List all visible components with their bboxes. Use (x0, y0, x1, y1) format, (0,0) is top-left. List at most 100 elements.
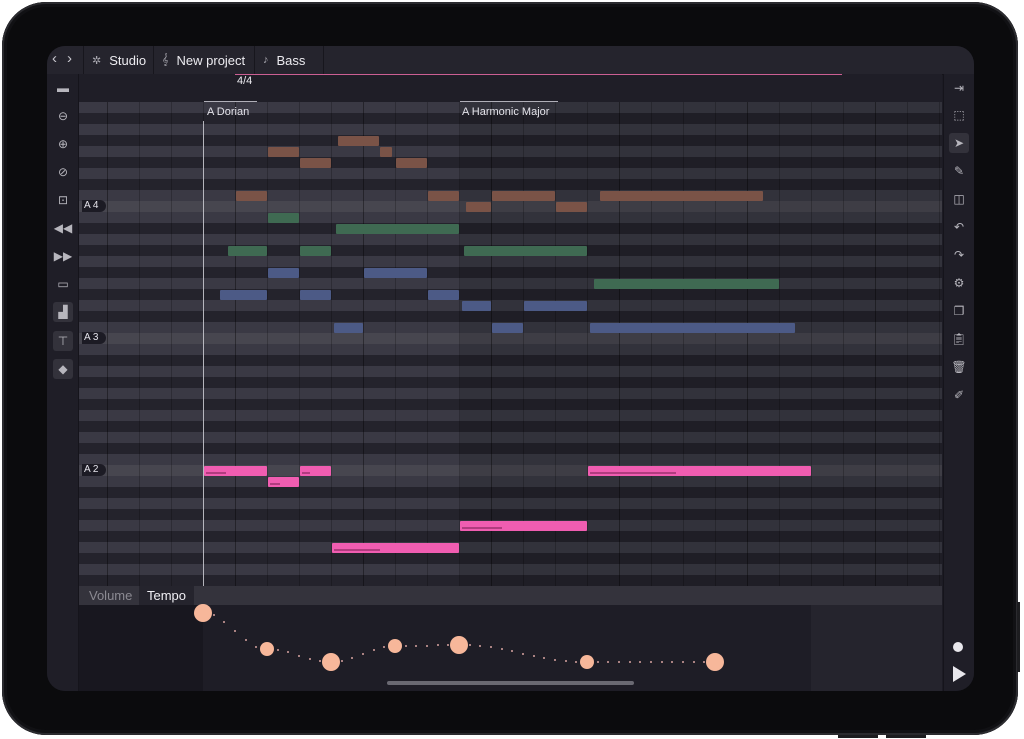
piano-roll-row[interactable] (79, 531, 942, 542)
scale-note[interactable] (364, 268, 427, 278)
piano-roll-row[interactable] (79, 366, 942, 377)
piano-roll-row[interactable] (79, 553, 942, 564)
undo-icon[interactable]: ↶ (953, 220, 965, 234)
scale-note[interactable] (464, 246, 587, 256)
tempo-automation-lane[interactable] (79, 604, 942, 691)
scale-note[interactable] (236, 191, 267, 201)
collapse-panel-icon[interactable]: ⇥ (953, 81, 965, 95)
forward-arrow-icon[interactable]: › (67, 50, 72, 67)
piano-roll-row[interactable] (79, 388, 942, 399)
piano-roll-row[interactable] (79, 421, 942, 432)
scale-note[interactable] (380, 147, 392, 157)
zoom-fit-icon[interactable]: ⊘ (57, 165, 69, 179)
piano-roll-row[interactable] (79, 212, 942, 223)
piano-roll-row[interactable] (79, 542, 942, 553)
tempo-point[interactable] (706, 653, 724, 671)
scale-note[interactable] (338, 136, 379, 146)
scale-note[interactable] (300, 158, 331, 168)
piano-roll-row[interactable] (79, 267, 942, 278)
tempo-point[interactable] (322, 653, 340, 671)
pencil-icon[interactable]: ✎ (953, 164, 965, 178)
piano-roll-row[interactable] (79, 113, 942, 124)
copy-icon[interactable]: ❐ (953, 304, 965, 318)
bass-note[interactable] (268, 477, 299, 487)
piano-roll-row[interactable] (79, 575, 942, 586)
piano-roll-row[interactable] (79, 377, 942, 388)
bar-chart-icon[interactable]: ▟ (53, 302, 73, 322)
piano-roll-row[interactable] (79, 432, 942, 443)
scale-note[interactable] (220, 290, 267, 300)
piano-roll-row[interactable] (79, 102, 942, 113)
piano-roll-row[interactable] (79, 223, 942, 234)
piano-roll-row[interactable] (79, 179, 942, 190)
bass-note[interactable] (300, 466, 331, 476)
piano-roll-row[interactable] (79, 168, 942, 179)
bass-note[interactable] (588, 466, 811, 476)
timeline-ruler[interactable]: 4/4 (79, 74, 942, 103)
scale-note[interactable] (590, 323, 795, 333)
piano-roll-row[interactable] (79, 135, 942, 146)
zoom-out-icon[interactable]: ⊖ (57, 109, 69, 123)
scale-note[interactable] (268, 213, 299, 223)
scale-note[interactable] (594, 279, 779, 289)
scale-note[interactable] (336, 224, 459, 234)
tempo-point[interactable] (450, 636, 468, 654)
scale-note[interactable] (334, 323, 363, 333)
piano-roll-row[interactable] (79, 256, 942, 267)
paste-icon[interactable]: 📋︎ (951, 332, 967, 346)
scale-note[interactable] (492, 323, 523, 333)
zoom-in-icon[interactable]: ⊕ (57, 137, 69, 151)
scale-note[interactable] (228, 246, 267, 256)
scale-note[interactable] (466, 202, 491, 212)
scale-label-harmonic-major[interactable]: A Harmonic Major (462, 106, 550, 118)
piano-roll-row[interactable] (79, 564, 942, 575)
scale-note[interactable] (268, 147, 299, 157)
playhead[interactable] (203, 121, 204, 691)
piano-roll-row[interactable] (79, 355, 942, 366)
bass-note[interactable] (204, 466, 267, 476)
settings-icon[interactable]: ⚙ (953, 276, 965, 290)
play-button[interactable] (947, 659, 971, 689)
scale-note[interactable] (300, 246, 331, 256)
piano-roll-row[interactable] (79, 487, 942, 498)
tempo-point[interactable] (388, 639, 402, 653)
piano-roll-row[interactable] (79, 454, 942, 465)
piano-roll-row[interactable] (79, 146, 942, 157)
piano-roll-row[interactable] (79, 333, 942, 344)
record-button[interactable] (953, 642, 963, 652)
piano-roll-row[interactable] (79, 234, 942, 245)
piano-roll-row[interactable] (79, 509, 942, 520)
scale-note[interactable] (600, 191, 763, 201)
bass-note[interactable] (460, 521, 587, 531)
focus-icon[interactable]: ⊡ (57, 193, 69, 207)
paint-roller-icon[interactable]: ⊤ (53, 331, 73, 351)
breadcrumb-track[interactable]: ♪ Bass (254, 46, 324, 74)
trash-icon[interactable]: 🗑︎ (951, 360, 967, 374)
scale-note[interactable] (300, 290, 331, 300)
back-arrow-icon[interactable]: ‹ (52, 50, 57, 67)
panel-icon[interactable]: ▭ (57, 277, 69, 291)
tab-volume[interactable]: Volume (89, 588, 133, 603)
piano-roll-row[interactable] (79, 410, 942, 421)
piano-roll-row[interactable] (79, 443, 942, 454)
layout-icon[interactable]: ▬ (57, 81, 69, 95)
piano-roll-row[interactable] (79, 476, 942, 487)
piano-roll-row[interactable] (79, 399, 942, 410)
piano-roll-row[interactable] (79, 465, 942, 476)
tab-tempo[interactable]: Tempo (139, 586, 195, 605)
piano-roll-row[interactable] (79, 344, 942, 355)
fast-forward-icon[interactable]: ▶▶ (53, 249, 73, 263)
scale-note[interactable] (556, 202, 587, 212)
tempo-point[interactable] (260, 642, 274, 656)
bass-note[interactable] (332, 543, 459, 553)
clipboard-edit-icon[interactable]: ✐ (953, 388, 965, 402)
piano-roll-row[interactable] (79, 300, 942, 311)
piano-roll-row[interactable] (79, 278, 942, 289)
piano-roll-row[interactable] (79, 201, 942, 212)
piano-roll[interactable]: A 4 A 3 A 2 (79, 102, 942, 586)
piano-roll-row[interactable] (79, 289, 942, 300)
tempo-point[interactable] (580, 655, 594, 669)
tempo-point[interactable] (194, 604, 212, 622)
piano-roll-row[interactable] (79, 124, 942, 135)
scale-note[interactable] (524, 301, 587, 311)
